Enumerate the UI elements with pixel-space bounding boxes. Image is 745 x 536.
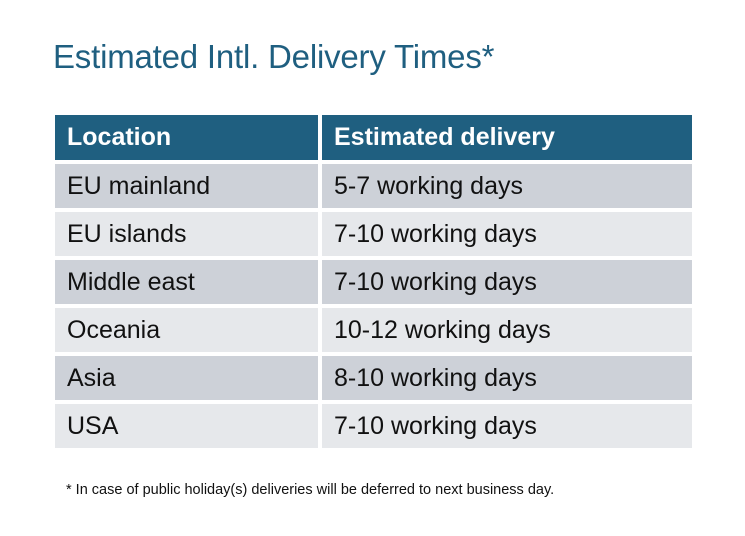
table-header-row: Location Estimated delivery <box>55 115 692 160</box>
table-row: Asia 8-10 working days <box>55 356 692 400</box>
delivery-cell: 10-12 working days <box>322 308 692 352</box>
table-row: EU mainland 5-7 working days <box>55 164 692 208</box>
location-cell: USA <box>55 404 318 448</box>
location-cell: Asia <box>55 356 318 400</box>
location-cell: EU islands <box>55 212 318 256</box>
header-location: Location <box>55 115 318 160</box>
footnote: * In case of public holiday(s) deliverie… <box>66 482 555 498</box>
delivery-cell: 8-10 working days <box>322 356 692 400</box>
table-row: Oceania 10-12 working days <box>55 308 692 352</box>
delivery-cell: 7-10 working days <box>322 404 692 448</box>
delivery-cell: 5-7 working days <box>322 164 692 208</box>
table-row: USA 7-10 working days <box>55 404 692 448</box>
location-cell: Oceania <box>55 308 318 352</box>
delivery-cell: 7-10 working days <box>322 212 692 256</box>
table-row: EU islands 7-10 working days <box>55 212 692 256</box>
header-estimated-delivery: Estimated delivery <box>322 115 692 160</box>
delivery-cell: 7-10 working days <box>322 260 692 304</box>
location-cell: EU mainland <box>55 164 318 208</box>
delivery-table: Location Estimated delivery EU mainland … <box>51 111 696 452</box>
location-cell: Middle east <box>55 260 318 304</box>
table-row: Middle east 7-10 working days <box>55 260 692 304</box>
page-title: Estimated Intl. Delivery Times* <box>53 38 495 75</box>
